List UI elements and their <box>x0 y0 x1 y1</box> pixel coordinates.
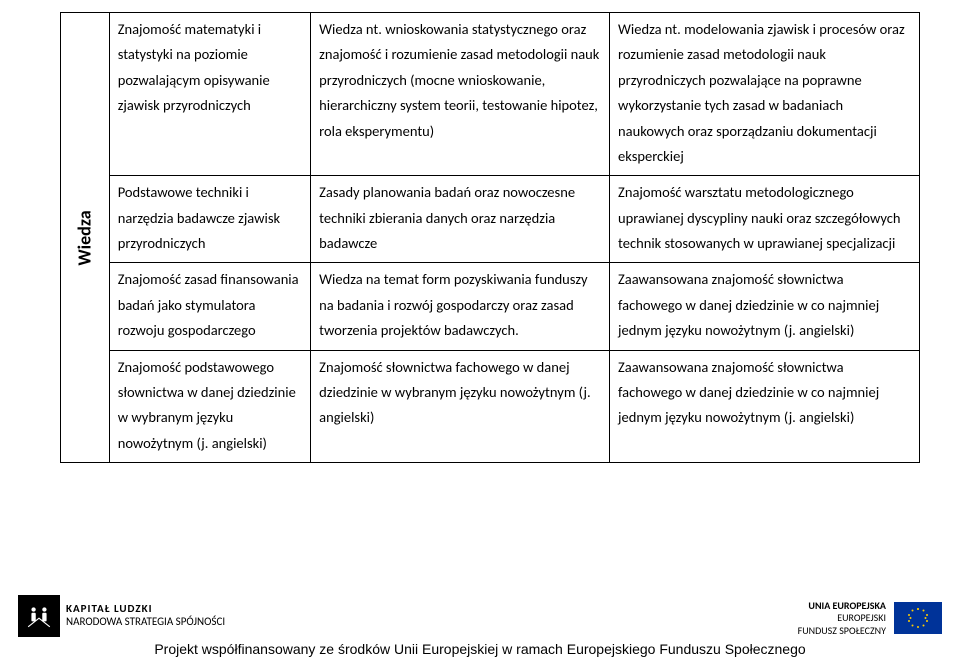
cell: Znajomość podstawowego słownictwa w dane… <box>109 350 310 463</box>
ue-line2: EUROPEJSKI <box>798 612 886 625</box>
cell: Zasady planowania badań oraz nowoczesne … <box>311 176 610 263</box>
cell: Znajomość zasad finansowania badań jako … <box>109 263 310 350</box>
table-row: Podstawowe techniki i narzędzia badawcze… <box>61 176 920 263</box>
table-row: Znajomość podstawowego słownictwa w dane… <box>61 350 920 463</box>
logos-row: KAPITAŁ LUDZKI NARODOWA STRATEGIA SPÓJNO… <box>18 595 942 637</box>
footer: KAPITAŁ LUDZKI NARODOWA STRATEGIA SPÓJNO… <box>0 595 960 657</box>
cell: Wiedza nt. wnioskowania statystycznego o… <box>311 13 610 176</box>
cell: Wiedza nt. modelowania zjawisk i procesó… <box>610 13 920 176</box>
eu-flag-icon <box>894 602 942 634</box>
cell: Znajomość warsztatu metodologicznego upr… <box>610 176 920 263</box>
kl-line2: NARODOWA STRATEGIA SPÓJNOŚCI <box>66 616 225 629</box>
content-table: Wiedza Znajomość matematyki i statystyki… <box>60 12 920 463</box>
cell: Zaawansowana znajomość słownictwa fachow… <box>610 263 920 350</box>
ue-text: UNIA EUROPEJSKA EUROPEJSKI FUNDUSZ SPOŁE… <box>798 600 886 638</box>
kl-text: KAPITAŁ LUDZKI NARODOWA STRATEGIA SPÓJNO… <box>66 603 225 628</box>
side-label: Wiedza <box>69 210 101 265</box>
footer-line: Projekt współfinansowany ze środków Unii… <box>18 641 942 657</box>
cell: Zaawansowana znajomość słownictwa fachow… <box>610 350 920 463</box>
table-row: Wiedza Znajomość matematyki i statystyki… <box>61 13 920 176</box>
logo-kapital-ludzki: KAPITAŁ LUDZKI NARODOWA STRATEGIA SPÓJNO… <box>18 595 225 637</box>
cell: Podstawowe techniki i narzędzia badawcze… <box>109 176 310 263</box>
side-label-cell: Wiedza <box>61 13 110 463</box>
cell: Znajomość słownictwa fachowego w danej d… <box>311 350 610 463</box>
table-row: Znajomość zasad finansowania badań jako … <box>61 263 920 350</box>
cell: Wiedza na temat form pozyskiwania fundus… <box>311 263 610 350</box>
kl-icon <box>18 595 60 637</box>
ue-line3: FUNDUSZ SPOŁECZNY <box>798 625 886 638</box>
cell: Znajomość matematyki i statystyki na poz… <box>109 13 310 176</box>
logo-unia-europejska: UNIA EUROPEJSKA EUROPEJSKI FUNDUSZ SPOŁE… <box>798 600 942 638</box>
page: Wiedza Znajomość matematyki i statystyki… <box>0 0 960 463</box>
